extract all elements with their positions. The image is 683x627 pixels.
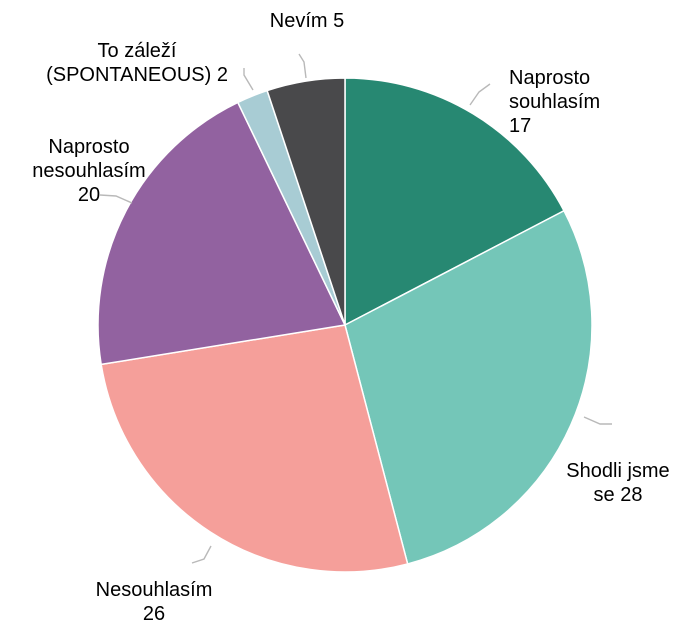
pie-slice-naprosto-souhlasim [344, 77, 565, 326]
slice-label-line: To záleží [98, 40, 177, 62]
slice-label-line: (SPONTANEOUS) 2 [46, 64, 228, 86]
leader-line-nesouhlasim [191, 545, 212, 564]
pie-slice-nevim [266, 77, 346, 326]
slice-label-line: 26 [143, 603, 165, 625]
leader-line-to-zalezi [243, 68, 254, 91]
slice-label-line: Naprosto [509, 67, 590, 89]
pie-slice-shodli-jsme-se [344, 210, 593, 565]
pie-slice-naprosto-nesouhlasim [97, 101, 346, 366]
slice-label-naprosto-nesouhlasim: Naprosto nesouhlasím 20 [32, 136, 145, 206]
slice-label-naprosto-souhlasim: Naprosto souhlasím 17 [509, 67, 600, 137]
slice-label-line: se 28 [594, 484, 643, 506]
slice-label-shodli-jsme-se: Shodli jsme se 28 [566, 460, 669, 506]
leader-line-naprosto-souhlasim [469, 83, 491, 106]
leader-line-naprosto-nesouhlasim [99, 194, 133, 204]
pie-slice-nesouhlasim [100, 324, 409, 573]
slice-label-line: Nesouhlasím [96, 579, 213, 601]
slice-label-nesouhlasim: Nesouhlasím 26 [96, 579, 213, 625]
slice-label-line: 17 [509, 115, 531, 137]
leader-line-nevim [298, 53, 307, 79]
slice-label-line: Naprosto [48, 136, 129, 158]
slice-label-line: souhlasím [509, 91, 600, 113]
pie-slices [97, 77, 593, 573]
leader-lines [99, 53, 612, 564]
leader-line-shodli-jsme-se [583, 416, 612, 425]
slice-label-to-zalezi: To záleží (SPONTANEOUS) 2 [46, 40, 228, 86]
slice-label-line: 20 [78, 184, 100, 206]
slice-label-line: Nevím 5 [270, 10, 344, 32]
slice-label-line: Shodli jsme [566, 460, 669, 482]
slice-label-nevim: Nevím 5 [270, 10, 344, 32]
slice-label-line: nesouhlasím [32, 160, 145, 182]
